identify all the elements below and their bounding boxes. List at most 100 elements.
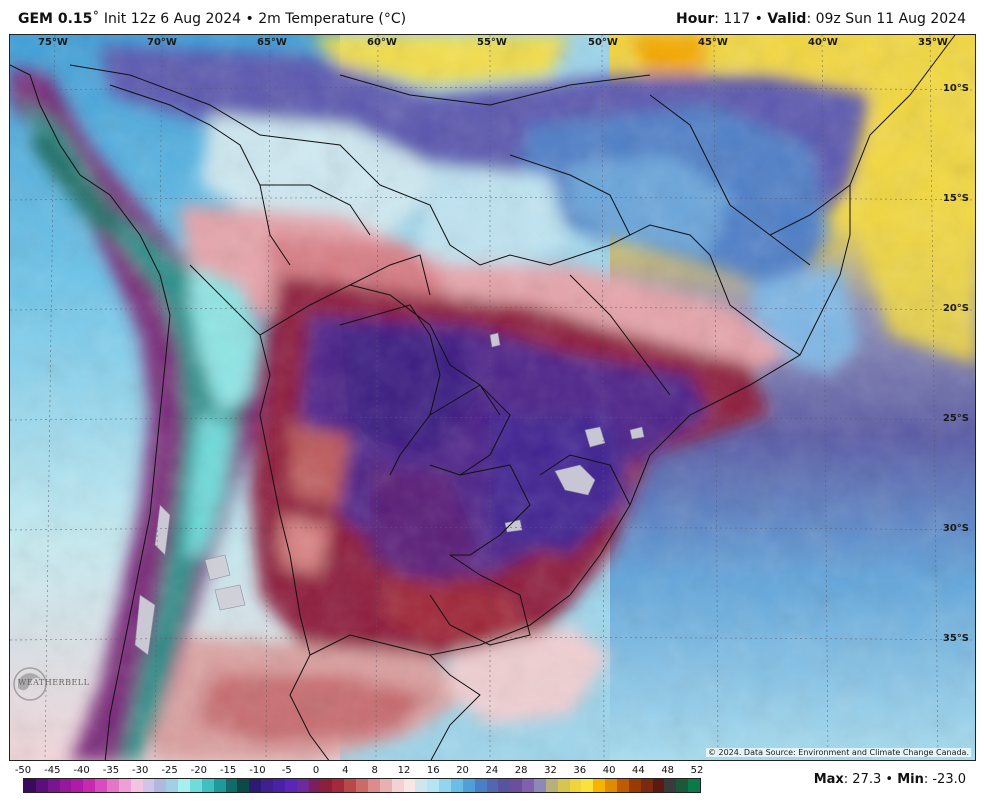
colorbar-swatch <box>154 779 167 792</box>
colorbar-swatch <box>462 779 475 792</box>
colorbar-swatch <box>522 779 534 792</box>
model-title: GEM 0.15˚ Init 12z 6 Aug 2024 • 2m Tempe… <box>18 11 407 27</box>
colorbar-swatch <box>261 779 274 792</box>
colorbar-tick-label: -45 <box>44 765 61 776</box>
colorbar-swatch <box>95 779 108 792</box>
colorbar-swatch <box>107 779 119 792</box>
colorbar-swatch <box>510 779 523 792</box>
colorbar-swatch <box>130 779 143 792</box>
colorbar-swatch <box>557 779 570 792</box>
lon-label: 65°W <box>257 37 287 48</box>
lon-label: 60°W <box>367 37 397 48</box>
colorbar-swatch <box>439 779 451 792</box>
hour-value: : 117 <box>714 11 751 27</box>
colorbar-tick-label: -10 <box>249 765 266 776</box>
colorbar-swatch <box>403 779 416 792</box>
colorbar-swatch <box>273 779 285 792</box>
colorbar-swatch <box>474 779 487 792</box>
colorbar-tick-label: 44 <box>632 765 645 776</box>
temperature-map[interactable]: 75°W 70°W 65°W 60°W 55°W 50°W 45°W 40°W … <box>9 34 976 761</box>
colorbar-tick-label: 28 <box>514 765 528 776</box>
colorbar-swatch <box>213 779 226 792</box>
colorbar-swatch <box>190 779 202 792</box>
colorbar-tick-label: -20 <box>190 765 207 776</box>
colorbar-swatch <box>628 779 641 792</box>
lon-label: 40°W <box>808 37 838 48</box>
colorbar-swatch <box>545 779 558 792</box>
colorbar-tick-label: 48 <box>661 765 675 776</box>
colorbar-tick-label: -40 <box>73 765 90 776</box>
colorbar-swatch <box>142 779 155 792</box>
graticule <box>10 35 975 760</box>
colorbar-swatch <box>356 779 368 792</box>
colorbar-tick-label: 24 <box>485 765 499 776</box>
colorbar-swatch <box>47 779 60 792</box>
colorbar-swatch <box>450 779 463 792</box>
valid-value: : 09z Sun 11 Aug 2024 <box>806 11 966 27</box>
colorbar-swatch <box>35 779 48 792</box>
colorbar-tick-label: 32 <box>544 765 557 776</box>
colorbar-tick-label: 12 <box>397 765 411 776</box>
colorbar-swatch <box>225 779 238 792</box>
min-value: : -23.0 <box>923 772 966 787</box>
colorbar-tick-label: -35 <box>102 765 120 776</box>
gray-patches <box>134 332 645 656</box>
header: GEM 0.15˚ Init 12z 6 Aug 2024 • 2m Tempe… <box>0 0 984 34</box>
colorbar-swatch <box>427 779 440 792</box>
colorbar-swatch <box>498 779 511 792</box>
colorbar-tick-label: 20 <box>456 765 469 776</box>
colorbar-tick-label: 52 <box>690 765 704 776</box>
max-min-readout: Max: 27.3 • Min: -23.0 <box>814 772 966 787</box>
colorbar-swatch <box>688 779 700 792</box>
colorbar-swatch <box>605 779 617 792</box>
lat-label: 25°S <box>942 413 969 424</box>
colorbar-tick-label: 0 <box>312 765 320 776</box>
colorbar-swatch <box>581 779 594 792</box>
valid-label: Valid <box>767 11 807 27</box>
colorbar-tick-label: 16 <box>426 765 440 776</box>
colorbar-swatch <box>415 779 428 792</box>
lon-label: 45°W <box>698 37 728 48</box>
colorbar-swatch <box>83 779 96 792</box>
colorbar-swatch <box>237 779 250 792</box>
colorbar-swatch <box>166 779 179 792</box>
colorbar-tick-label: -5 <box>281 765 292 776</box>
colorbar-swatch <box>379 779 392 792</box>
forecast-time: Hour: 117 • Valid: 09z Sun 11 Aug 2024 <box>676 11 966 27</box>
colorbar-tick-label: 40 <box>602 765 616 776</box>
colorbar-swatch <box>332 779 345 792</box>
lat-label: 35°S <box>942 633 969 644</box>
colorbar-swatch <box>284 779 297 792</box>
colorbar-swatch <box>178 779 191 792</box>
colorbar-swatch <box>71 779 84 792</box>
init-time: Init 12z 6 Aug 2024 <box>103 11 242 27</box>
colorbar-swatch <box>320 779 333 792</box>
lon-label: 50°W <box>588 37 618 48</box>
lat-label: 30°S <box>942 523 969 534</box>
colorbar-tick-label: 36 <box>573 765 587 776</box>
colorbar-swatch <box>308 779 321 792</box>
colorbar-tick-label: -50 <box>14 765 32 776</box>
colorbar-swatch <box>249 779 262 792</box>
colorbar-swatch <box>569 779 582 792</box>
lon-label: 35°W <box>918 37 948 48</box>
colorbar-swatch <box>652 779 665 792</box>
colorbar-swatch <box>533 779 546 792</box>
lat-label: 20°S <box>942 303 969 314</box>
lon-label: 70°W <box>147 37 177 48</box>
model-name: GEM 0.15 <box>18 11 93 27</box>
colorbar-swatch <box>118 779 131 792</box>
colorbar-tick-label: 4 <box>342 765 349 776</box>
political-borders <box>10 35 956 760</box>
colorbar-swatch <box>664 779 677 792</box>
colorbar-swatch <box>367 779 380 792</box>
copyright-notice: © 2024. Data Source: Environment and Cli… <box>705 748 971 757</box>
lat-label: 15°S <box>942 193 969 204</box>
map-canvas <box>10 35 975 760</box>
colorbar-swatch <box>593 779 606 792</box>
colorbar-swatch <box>391 779 404 792</box>
colorbar-swatch <box>640 779 653 792</box>
colorbar-swatch <box>486 779 499 792</box>
colorbar-swatch <box>59 779 72 792</box>
max-value: : 27.3 • <box>843 772 898 787</box>
